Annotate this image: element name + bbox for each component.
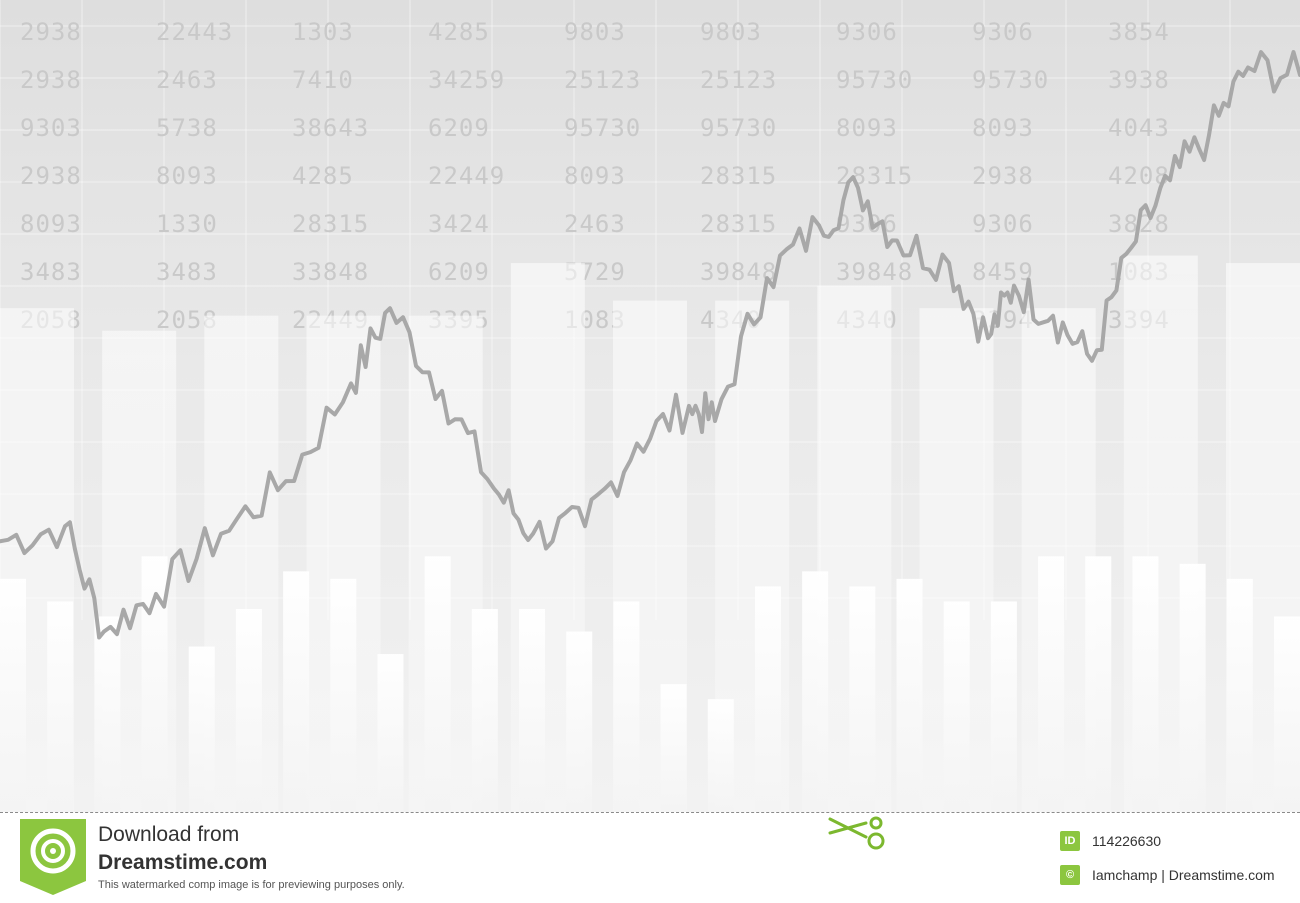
ticker-number: 9803 bbox=[564, 18, 626, 46]
foreground-bar bbox=[849, 586, 876, 812]
ticker-number: 2938 bbox=[972, 162, 1034, 190]
ticker-number: 34259 bbox=[428, 66, 505, 94]
ticker-number: 25123 bbox=[564, 66, 641, 94]
foreground-bar bbox=[707, 699, 734, 812]
ticker-number: 2463 bbox=[156, 66, 218, 94]
foreground-bar bbox=[377, 654, 404, 812]
foreground-bar bbox=[613, 601, 640, 812]
foreground-bar bbox=[0, 578, 26, 812]
ticker-number: 25123 bbox=[700, 66, 777, 94]
ticker-number: 28315 bbox=[292, 210, 369, 238]
ticker-number: 1303 bbox=[292, 18, 354, 46]
ticker-number: 9306 bbox=[972, 210, 1034, 238]
ticker-number: 28315 bbox=[700, 162, 777, 190]
ticker-number: 3483 bbox=[156, 258, 218, 286]
foreground-bar bbox=[235, 608, 262, 812]
ticker-number: 2938 bbox=[20, 66, 82, 94]
ticker-number: 5738 bbox=[156, 114, 218, 142]
foreground-bar bbox=[1132, 556, 1159, 812]
ticker-number: 39848 bbox=[700, 258, 777, 286]
ticker-number: 22443 bbox=[156, 18, 233, 46]
foreground-bar bbox=[94, 616, 121, 812]
foreground-bar bbox=[1226, 578, 1253, 812]
ticker-number: 22449 bbox=[428, 162, 505, 190]
author-credit[interactable]: Iamchamp | Dreamstime.com bbox=[1092, 867, 1275, 883]
ticker-number: 9306 bbox=[836, 210, 898, 238]
foreground-bars bbox=[0, 556, 1300, 812]
foreground-bar bbox=[754, 586, 781, 812]
ticker-number: 95730 bbox=[564, 114, 641, 142]
ticker-number: 3424 bbox=[428, 210, 490, 238]
foreground-bar bbox=[519, 608, 546, 812]
copyright-icon: © bbox=[1060, 865, 1080, 885]
ticker-number: 9306 bbox=[972, 18, 1034, 46]
ticker-number: 28315 bbox=[700, 210, 777, 238]
ticker-number: 95730 bbox=[836, 66, 913, 94]
image-id: 114226630 bbox=[1092, 833, 1162, 849]
ticker-number: 7410 bbox=[292, 66, 354, 94]
ticker-numbers: 2938 22443 1303 4285 9803 9803 9306 9306 3854 293… bbox=[20, 18, 1170, 334]
ticker-number: 4285 bbox=[428, 18, 490, 46]
ticker-number: 9803 bbox=[700, 18, 762, 46]
foreground-bar bbox=[424, 556, 451, 812]
ticker-number: 9306 bbox=[836, 18, 898, 46]
foreground-bar bbox=[47, 601, 74, 812]
preview-note: This watermarked comp image is for previ… bbox=[98, 879, 405, 891]
scissors-icon bbox=[828, 816, 885, 850]
dreamstime-logo-icon bbox=[20, 819, 86, 895]
foreground-bar bbox=[283, 571, 310, 812]
ticker-number: 8093 bbox=[564, 162, 626, 190]
ticker-number: 33848 bbox=[292, 258, 369, 286]
ticker-number: 95730 bbox=[972, 66, 1049, 94]
foreground-bar bbox=[1038, 556, 1065, 812]
ticker-number: 4285 bbox=[292, 162, 354, 190]
ticker-number: 39848 bbox=[836, 258, 913, 286]
foreground-bar bbox=[471, 608, 498, 812]
ticker-number: 8093 bbox=[836, 114, 898, 142]
chart-area: 2938 22443 1303 4285 9803 9803 9306 9306 3854 293… bbox=[0, 0, 1300, 812]
ticker-number: 2938 bbox=[20, 18, 82, 46]
foreground-bar bbox=[330, 578, 357, 812]
foreground-bar bbox=[660, 684, 687, 812]
ticker-number: 8459 bbox=[972, 258, 1034, 286]
foreground-bar bbox=[1274, 616, 1300, 812]
ticker-number: 1330 bbox=[156, 210, 218, 238]
foreground-bar bbox=[566, 631, 593, 812]
ticker-number: 2463 bbox=[564, 210, 626, 238]
ticker-number: 6209 bbox=[428, 258, 490, 286]
ticker-number: 9303 bbox=[20, 114, 82, 142]
ticker-number: 2938 bbox=[20, 162, 82, 190]
foreground-bar bbox=[802, 571, 829, 812]
site-name[interactable]: Dreamstime.com bbox=[98, 851, 268, 874]
download-from-text: Download from bbox=[98, 823, 240, 846]
foreground-bar bbox=[943, 601, 970, 812]
ticker-number: 95730 bbox=[700, 114, 777, 142]
ticker-number: 6209 bbox=[428, 114, 490, 142]
ticker-number: 3854 bbox=[1108, 18, 1170, 46]
ticker-number: 38643 bbox=[292, 114, 369, 142]
ticker-number: 3938 bbox=[1108, 66, 1170, 94]
ticker-number: 3483 bbox=[20, 258, 82, 286]
price-trend-line bbox=[0, 50, 1300, 640]
foreground-bar bbox=[990, 601, 1017, 812]
ticker-number: 8093 bbox=[156, 162, 218, 190]
foreground-bar bbox=[188, 646, 215, 812]
ticker-number: 4043 bbox=[1108, 114, 1170, 142]
chart-svg: 2938 22443 1303 4285 9803 9803 9306 9306 3854 293… bbox=[0, 18, 1300, 812]
background-bars bbox=[0, 255, 1300, 812]
ticker-number: 8093 bbox=[20, 210, 82, 238]
foreground-bar bbox=[1085, 556, 1112, 812]
id-badge-icon: ID bbox=[1060, 831, 1080, 851]
foreground-bar bbox=[896, 578, 923, 812]
ticker-number: 4208 bbox=[1108, 162, 1170, 190]
watermark-footer: Download from Dreamstime.com This waterm… bbox=[0, 812, 1300, 903]
foreground-bar bbox=[1179, 563, 1206, 812]
ticker-number: 8093 bbox=[972, 114, 1034, 142]
